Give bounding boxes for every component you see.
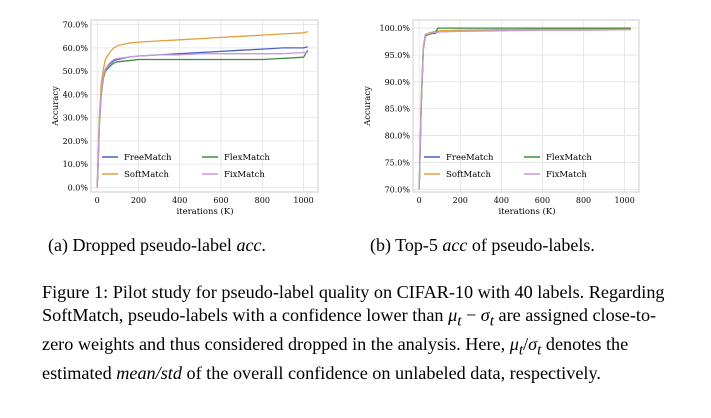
y-tick-label: 90.0% <box>385 78 411 87</box>
legend-label-flexmatch: FlexMatch <box>224 153 270 163</box>
plot-area-a <box>90 19 319 193</box>
chart-top5-acc-pseudo-labels: 70.0% 75.0% 80.0% 85.0% 90.0% 95.0% 100.0% 0 20… <box>363 19 640 217</box>
x-tick-label: 600 <box>213 196 228 205</box>
x-tick-label: 0 <box>417 196 422 205</box>
figure-caption: Figure 1: Pilot study for pseudo-label q… <box>42 282 665 384</box>
legend-label-freematch: FreeMatch <box>446 153 494 163</box>
series-lines-a <box>96 30 309 188</box>
x-tick-label: 200 <box>453 196 468 205</box>
x-tick-label: 400 <box>494 196 509 205</box>
chart-dropped-pseudo-label-acc: 0.0%10.0%20.0%30.0%40.0%50.0%60.0%70.0% … <box>51 19 319 217</box>
subcaption-b: (b) Top-5 acc of pseudo-labels. <box>370 235 595 255</box>
y-axis-label-a: Accuracy <box>51 86 61 127</box>
x-tick-label: 600 <box>535 196 550 205</box>
y-tick-label: 80.0% <box>385 132 411 141</box>
legend-a: FreeMatch SoftMatch FlexMatch FixMatch <box>102 153 270 180</box>
legend-label-softmatch: SoftMatch <box>446 170 491 180</box>
legend-label-softmatch: SoftMatch <box>124 170 169 180</box>
y-tick-label: 0.0% <box>68 183 89 192</box>
y-tick-label: 10.0% <box>63 160 89 169</box>
series-line-fixmatch <box>418 29 631 190</box>
y-tick-label: 85.0% <box>385 105 411 114</box>
legend-label-fixmatch: FixMatch <box>546 170 587 180</box>
y-tick-label: 70.0% <box>63 21 89 30</box>
x-tick-label: 400 <box>172 196 187 205</box>
y-tick-label: 75.0% <box>385 158 411 167</box>
x-tick-label: 800 <box>255 196 270 205</box>
x-tick-label: 1000 <box>293 196 313 205</box>
legend-b: FreeMatch SoftMatch FlexMatch FixMatch <box>424 153 592 180</box>
y-tick-label: 70.0% <box>385 185 411 194</box>
x-axis-label-a: iterations (K) <box>176 206 233 217</box>
x-tick-labels-a: 0 200 400 600 800 1000 <box>95 196 314 205</box>
plot-area-b <box>412 19 640 193</box>
y-tick-label: 60.0% <box>63 44 89 53</box>
y-tick-label: 30.0% <box>63 114 89 123</box>
y-axis-label-b: Accuracy <box>363 86 373 127</box>
x-tick-label: 1000 <box>614 196 634 205</box>
figure-panels: 0.0% 10.0% 20.0% 30.0% 40.0% 50.0% 60.0% 70.0% … <box>51 19 640 217</box>
x-tick-label: 200 <box>131 196 146 205</box>
legend-label-flexmatch: FlexMatch <box>546 153 592 163</box>
y-tick-label: 95.0% <box>385 51 411 60</box>
series-lines-b <box>418 27 631 190</box>
y-tick-labels-a: 0.0% 10.0% 20.0% 30.0% 40.0% 50.0% 60.0% 70.0% <box>63 21 89 193</box>
y-tick-label: 50.0% <box>63 67 89 76</box>
x-axis-label-b: iterations (K) <box>498 206 555 217</box>
series-line-fixmatch <box>96 51 308 188</box>
y-tick-label: 20.0% <box>63 137 89 146</box>
y-tick-label: 100.0% <box>379 24 410 33</box>
gridlines-a <box>91 20 318 192</box>
x-tick-labels-b: 0 200 400 600 800 1000 <box>417 196 635 205</box>
legend-label-fixmatch: FixMatch <box>224 170 265 180</box>
subcaption-a: (a) Dropped pseudo-label acc. <box>48 235 266 255</box>
y-tick-label: 40.0% <box>63 90 89 99</box>
legend-label-freematch: FreeMatch <box>124 153 172 163</box>
x-tick-label: 800 <box>576 196 591 205</box>
series-line-softmatch <box>96 30 308 188</box>
x-tick-label: 0 <box>95 196 100 205</box>
y-tick-labels-b: 70.0% 75.0% 80.0% 85.0% 90.0% 95.0% 100.0% <box>379 24 410 194</box>
